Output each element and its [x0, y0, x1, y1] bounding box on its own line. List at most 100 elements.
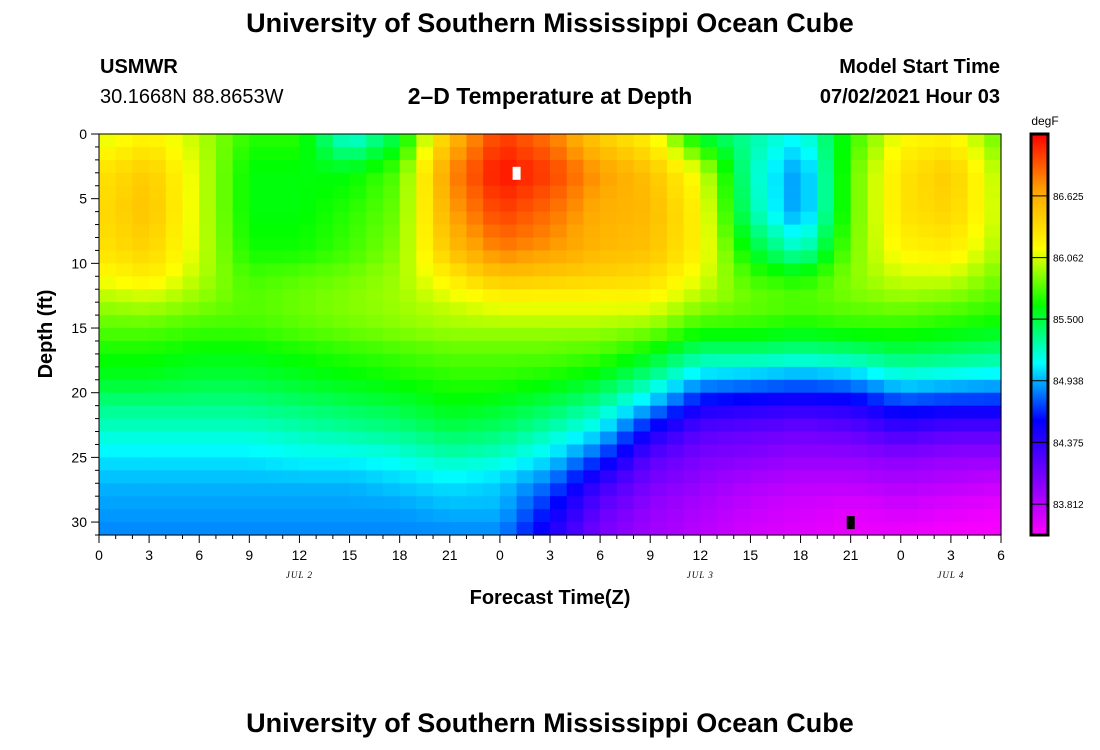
heatmap-cell: [633, 340, 651, 355]
heatmap-cell: [299, 146, 317, 161]
heatmap-cell: [382, 457, 401, 471]
heatmap-cell: [633, 159, 651, 174]
heatmap-cell: [266, 522, 284, 536]
y-tick-label: 15: [71, 320, 87, 336]
heatmap-cell: [366, 146, 384, 161]
heatmap-cell: [516, 366, 534, 381]
heatmap-cell: [867, 457, 885, 471]
x-tick-label: 18: [793, 547, 809, 563]
heatmap-cell: [366, 444, 384, 458]
heatmap-cell: [132, 366, 150, 381]
heatmap-cell: [733, 483, 752, 497]
heatmap-cell: [783, 444, 802, 458]
y-tick-label: 20: [71, 385, 87, 401]
heatmap-cell: [483, 159, 501, 174]
heatmap-cell: [449, 146, 468, 161]
heatmap-cell: [800, 509, 818, 523]
heatmap-cell: [316, 509, 334, 523]
heatmap-cell: [199, 263, 217, 277]
heatmap-cell: [600, 211, 618, 226]
heatmap-cell: [149, 366, 167, 381]
heatmap-cell: [466, 134, 484, 148]
heatmap-cell: [499, 470, 518, 484]
heatmap-cell: [533, 159, 551, 174]
heatmap-cell: [600, 509, 618, 523]
heatmap-cell: [550, 211, 568, 226]
heatmap-cell: [149, 289, 167, 303]
heatmap-cell: [900, 276, 919, 290]
heatmap-cell: [666, 405, 685, 420]
heatmap-cell: [399, 211, 417, 226]
heatmap-cell: [483, 172, 501, 187]
heatmap-cell: [566, 211, 584, 226]
x-tick-label: 9: [245, 547, 253, 563]
heatmap-cell: [616, 263, 635, 277]
heatmap-cell: [533, 522, 551, 536]
heatmap-cell: [115, 263, 133, 277]
heatmap-cell: [967, 250, 985, 264]
heatmap-cell: [767, 159, 785, 174]
heatmap-cell: [950, 237, 969, 252]
heatmap-cell: [717, 340, 735, 355]
heatmap-cell: [984, 457, 1002, 471]
heatmap-cell: [616, 276, 635, 290]
heatmap-cell: [900, 185, 919, 200]
heatmap-cell: [466, 328, 484, 342]
heatmap-cell: [700, 159, 718, 174]
heatmap-cell: [349, 315, 367, 329]
heatmap-cell: [115, 250, 133, 264]
heatmap-cell: [550, 134, 568, 148]
heatmap-cell: [433, 328, 451, 342]
heatmap-cell: [750, 418, 768, 433]
heatmap-cell: [349, 483, 367, 497]
heatmap-cell: [316, 224, 334, 239]
heatmap-cell: [215, 405, 234, 420]
heatmap-cell: [332, 289, 351, 303]
heatmap-cell: [366, 483, 384, 497]
heatmap-cell: [182, 392, 200, 407]
heatmap-cell: [683, 211, 701, 226]
heatmap-cell: [984, 250, 1002, 264]
heatmap-cell: [466, 483, 484, 497]
heatmap-cell: [566, 353, 584, 368]
heatmap-cell: [750, 509, 768, 523]
heatmap-cell: [416, 444, 434, 458]
heatmap-cell: [934, 263, 952, 277]
heatmap-cell: [115, 509, 133, 523]
heatmap-cell: [533, 444, 551, 458]
heatmap-cell: [583, 146, 601, 161]
heatmap-cell: [449, 302, 468, 316]
heatmap-cell: [266, 172, 284, 187]
heatmap-cell: [149, 211, 167, 226]
heatmap-cell: [115, 392, 133, 407]
heatmap-cell: [566, 134, 584, 148]
heatmap-cell: [483, 340, 501, 355]
heatmap-cell: [99, 496, 117, 510]
heatmap-cell: [299, 172, 317, 187]
heatmap-cell: [165, 276, 184, 290]
heatmap-cell: [683, 496, 701, 510]
heatmap-cell: [950, 522, 969, 536]
heatmap-cell: [967, 198, 985, 213]
heatmap-cell: [366, 224, 384, 239]
heatmap-cell: [282, 522, 301, 536]
heatmap-cell: [683, 134, 701, 148]
heatmap-cell: [132, 289, 150, 303]
heatmap-cell: [566, 302, 584, 316]
heatmap-cell: [683, 198, 701, 213]
heatmap-cell: [717, 483, 735, 497]
heatmap-cell: [249, 276, 267, 290]
heatmap-cell: [550, 470, 568, 484]
heatmap-cell: [449, 509, 468, 523]
heatmap-cell: [884, 172, 902, 187]
heatmap-cell: [115, 457, 133, 471]
heatmap-cell: [700, 470, 718, 484]
heatmap-cell: [934, 483, 952, 497]
heatmap-cell: [700, 224, 718, 239]
heatmap-cell: [299, 457, 317, 471]
heatmap-cell: [934, 392, 952, 407]
heatmap-cell: [533, 172, 551, 187]
heatmap-cell: [266, 159, 284, 174]
heatmap-cell: [917, 366, 935, 381]
heatmap-cell: [132, 457, 150, 471]
